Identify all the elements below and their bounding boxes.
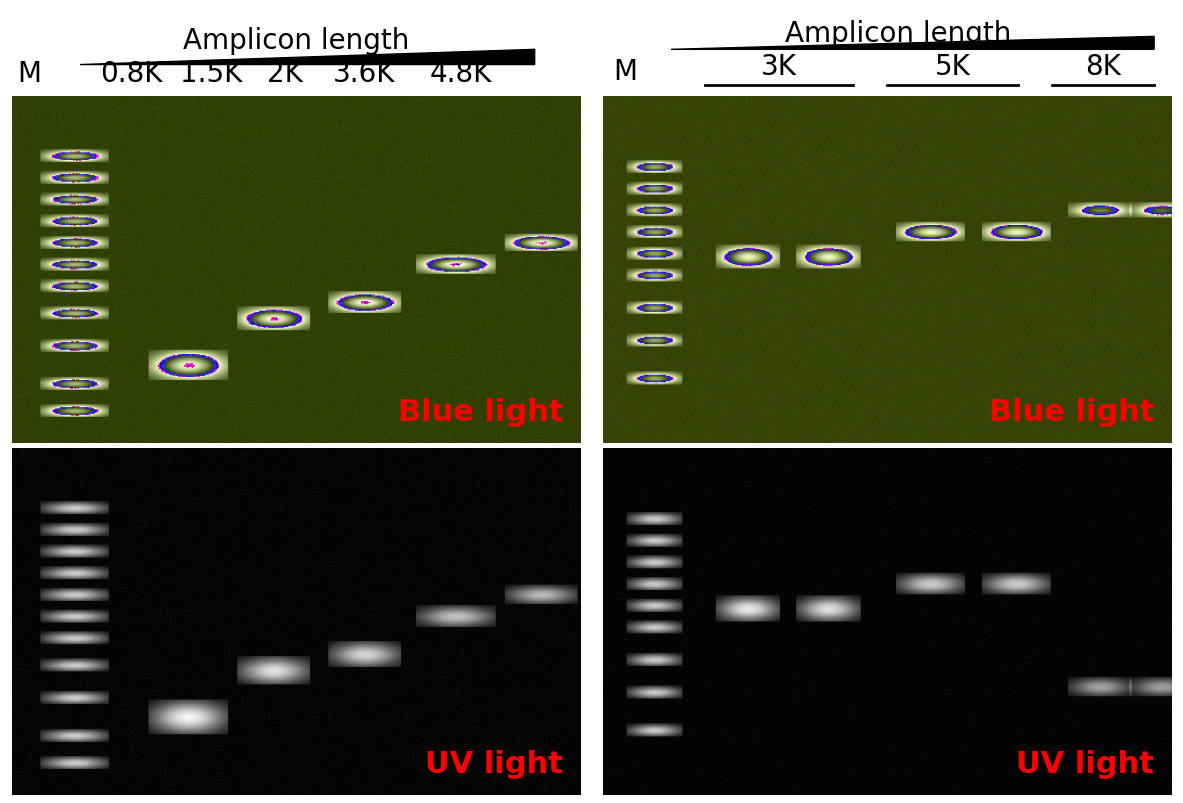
Text: M: M bbox=[614, 58, 638, 86]
Text: 8K: 8K bbox=[1085, 53, 1121, 80]
Text: Amplicon length: Amplicon length bbox=[786, 20, 1011, 48]
Text: Blue light: Blue light bbox=[989, 397, 1155, 426]
Polygon shape bbox=[671, 38, 1155, 51]
Text: 3.6K: 3.6K bbox=[332, 60, 395, 88]
Text: 3K: 3K bbox=[761, 53, 797, 80]
Text: 2K: 2K bbox=[266, 60, 303, 88]
Text: 5K: 5K bbox=[935, 53, 970, 80]
Text: 0.8K: 0.8K bbox=[99, 60, 162, 88]
Text: 1.5K: 1.5K bbox=[180, 60, 243, 88]
Text: Blue light: Blue light bbox=[397, 397, 563, 426]
Text: 4.8K: 4.8K bbox=[429, 60, 492, 88]
Text: UV light: UV light bbox=[1016, 748, 1155, 777]
Text: UV light: UV light bbox=[425, 748, 563, 777]
Text: Amplicon length: Amplicon length bbox=[183, 27, 409, 55]
Polygon shape bbox=[80, 51, 535, 66]
Text: M: M bbox=[17, 60, 41, 88]
